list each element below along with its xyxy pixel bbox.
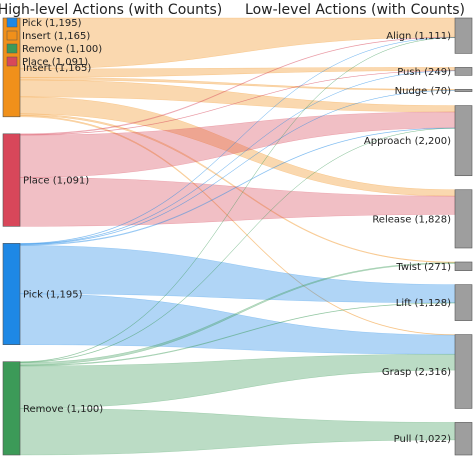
left-title: High-level Actions (with Counts): [0, 2, 222, 18]
target-node-nudge: [454, 89, 473, 92]
legend-label-0: Pick (1,195): [22, 18, 82, 29]
source-node-place: [2, 133, 21, 227]
target-label-release: Release (1,828): [372, 214, 451, 225]
target-node-release: [454, 189, 473, 249]
link-pick-lift: [19, 245, 456, 304]
target-label-grasp: Grasp (2,316): [382, 367, 451, 378]
source-node-remove: [2, 361, 21, 456]
target-node-align: [454, 17, 473, 54]
target-label-nudge: Nudge (70): [395, 86, 451, 97]
target-label-align: Align (1,111): [386, 31, 451, 42]
target-label-approach: Approach (2,200): [364, 136, 451, 147]
target-node-push: [454, 67, 473, 76]
target-label-push: Push (249): [397, 67, 451, 78]
source-label-insert: Insert (1,165): [23, 63, 91, 74]
target-node-grasp: [454, 334, 473, 409]
link-remove-grasp: [19, 353, 456, 409]
link-remove-pull: [19, 408, 456, 456]
legend-label-3: Place (1,091): [22, 57, 88, 68]
target-label-pull: Pull (1,022): [394, 434, 451, 445]
target-node-twist: [454, 261, 473, 271]
legend-swatch-0: [6, 17, 18, 28]
legend: Pick (1,195) Insert (1,165) Remove (1,100)…: [6, 17, 102, 68]
target-node-lift: [454, 284, 473, 321]
legend-label-1: Insert (1,165): [22, 31, 90, 42]
source-label-place: Place (1,091): [23, 176, 89, 187]
target-label-twist: Twist (271): [395, 262, 451, 273]
target-node-approach: [454, 105, 473, 177]
link-insert-align: [19, 17, 456, 70]
flow-links: [19, 17, 456, 456]
legend-swatch-2: [6, 43, 18, 54]
link-pick-grasp: [19, 293, 456, 355]
legend-swatch-3: [6, 56, 18, 67]
target-label-lift: Lift (1,128): [396, 298, 451, 309]
right-title: Low-level Actions (with Counts): [245, 2, 465, 18]
source-node-pick: [2, 243, 21, 346]
legend-label-2: Remove (1,100): [22, 44, 102, 55]
nodes: Insert (1,165)Place (1,091)Pick (1,195)R…: [2, 17, 473, 456]
target-node-pull: [454, 422, 473, 456]
link-place-approach: [19, 111, 456, 178]
source-label-remove: Remove (1,100): [23, 404, 103, 415]
source-label-pick: Pick (1,195): [23, 290, 83, 301]
legend-swatch-1: [6, 30, 18, 41]
link-insert-push: [19, 67, 456, 78]
